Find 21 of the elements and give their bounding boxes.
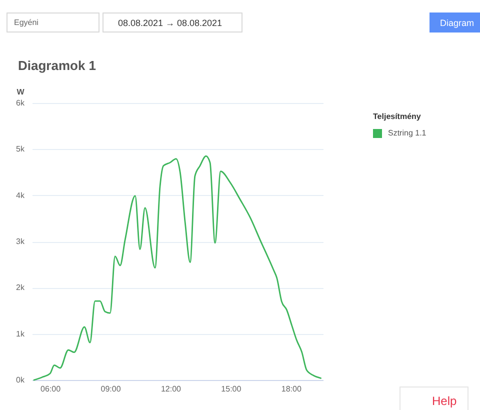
text: Help bbox=[432, 394, 458, 408]
legend-label: Sztring 1.1 bbox=[388, 128, 427, 138]
x-tick-label: 09:00 bbox=[100, 384, 122, 394]
y-tick-label: 6k bbox=[16, 98, 26, 108]
y-tick-label: 3k bbox=[16, 237, 26, 246]
text: Egyéni bbox=[14, 18, 39, 27]
x-tick-label: 18:00 bbox=[281, 384, 302, 394]
legend-title: Teljesítmény bbox=[373, 112, 422, 121]
y-tick-label: 2k bbox=[16, 283, 26, 292]
x-tick-label: 12:00 bbox=[160, 384, 182, 394]
x-tick-label: 15:00 bbox=[221, 384, 242, 394]
y-tick-label: 5k bbox=[16, 144, 26, 154]
x-tick-label: 06:00 bbox=[40, 384, 62, 394]
y-tick-label: 0k bbox=[16, 376, 26, 384]
chart-title: Diagramok 1 bbox=[18, 58, 96, 73]
line-series bbox=[33, 155, 322, 381]
text: Diagram bbox=[440, 18, 474, 28]
text: 08.08.2021 → 08.08.2021 bbox=[118, 18, 222, 28]
y-tick-label: 1k bbox=[16, 329, 26, 338]
y-tick-label: 4k bbox=[16, 190, 26, 200]
y-axis-title: W bbox=[16, 88, 25, 96]
